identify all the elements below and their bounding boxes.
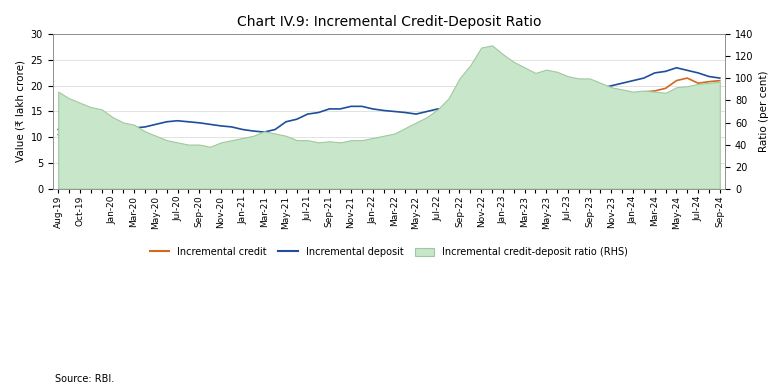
Legend: Incremental credit, Incremental deposit, Incremental credit-deposit ratio (RHS): Incremental credit, Incremental deposit,…: [146, 243, 632, 261]
Y-axis label: Ratio (per cent): Ratio (per cent): [759, 71, 769, 152]
Text: Source: RBI.: Source: RBI.: [55, 374, 114, 384]
Y-axis label: Value (₹ lakh crore): Value (₹ lakh crore): [15, 61, 25, 163]
Title: Chart IV.9: Incremental Credit-Deposit Ratio: Chart IV.9: Incremental Credit-Deposit R…: [237, 15, 541, 29]
